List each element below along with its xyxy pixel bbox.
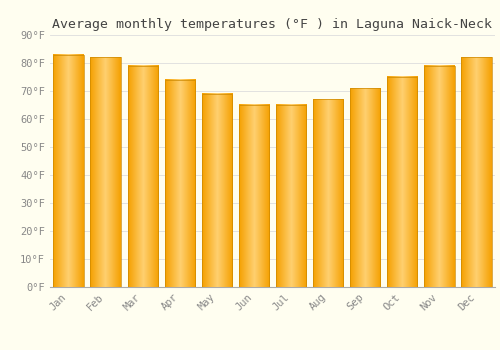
Bar [313, 99, 344, 287]
Bar [350, 88, 380, 287]
Bar [90, 57, 121, 287]
Bar [54, 55, 84, 287]
Bar [387, 77, 418, 287]
Bar [239, 105, 269, 287]
Bar [462, 57, 492, 287]
Bar [276, 105, 306, 287]
Bar [202, 94, 232, 287]
Bar [164, 80, 195, 287]
Bar [424, 66, 454, 287]
Title: Average monthly temperatures (°F ) in Laguna Naick-Neck: Average monthly temperatures (°F ) in La… [52, 18, 492, 31]
Bar [128, 66, 158, 287]
